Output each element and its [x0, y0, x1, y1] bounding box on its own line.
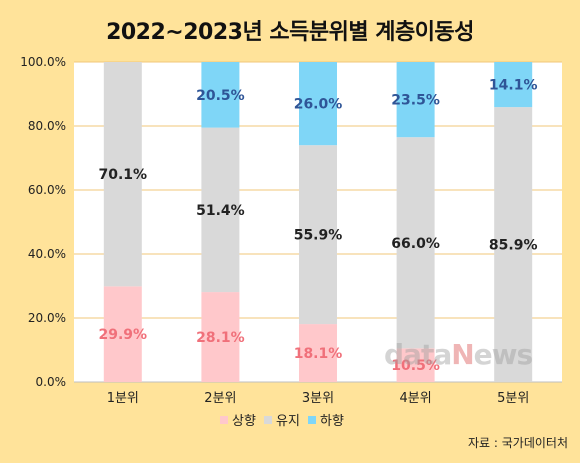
- source-note: 자료 : 국가데이터처: [468, 436, 568, 450]
- data-label: 66.0%: [391, 236, 440, 252]
- legend-label: 상향: [232, 414, 256, 429]
- bar-segment: [201, 292, 240, 382]
- legend-label: 유지: [276, 414, 300, 429]
- data-label: 20.5%: [196, 88, 245, 104]
- bar-segment: [299, 145, 337, 325]
- watermark-logo: dataNews: [384, 338, 533, 371]
- bar-segment: [201, 62, 240, 128]
- data-label: 14.1%: [489, 78, 538, 94]
- data-label: 28.1%: [196, 330, 245, 346]
- bar-segment: [396, 62, 435, 138]
- data-label: 29.9%: [99, 327, 148, 343]
- data-label: 51.4%: [196, 203, 245, 219]
- x-tick-label: 3분위: [302, 391, 334, 406]
- data-label: 85.9%: [489, 238, 538, 254]
- x-tick-label: 5분위: [497, 391, 529, 406]
- data-label: 55.9%: [294, 228, 343, 244]
- legend-swatch: [264, 416, 272, 424]
- bar-segment: [299, 62, 337, 146]
- bar-segment: [396, 137, 435, 349]
- legend-swatch: [220, 416, 228, 424]
- x-tick-label: 2분위: [204, 391, 236, 406]
- bar-segment: [103, 62, 142, 287]
- x-tick-label: 1분위: [107, 391, 139, 406]
- chart-title: 2022~2023년 소득분위별 계층이동성: [106, 20, 474, 45]
- data-label: 23.5%: [391, 93, 440, 109]
- data-label: 10.5%: [391, 358, 440, 374]
- bar-segment: [299, 324, 337, 382]
- bar-segment: [103, 286, 142, 382]
- legend-label: 하향: [320, 414, 344, 429]
- x-tick-label: 4분위: [399, 391, 431, 406]
- data-label: 26.0%: [294, 97, 343, 113]
- bar-segment: [494, 62, 533, 108]
- bar-segment: [201, 127, 240, 293]
- y-tick-label: 0.0%: [36, 375, 67, 389]
- legend-swatch: [308, 416, 316, 424]
- y-tick-label: 40.0%: [28, 247, 66, 261]
- y-tick-label: 80.0%: [28, 119, 66, 133]
- y-tick-label: 100.0%: [20, 55, 66, 69]
- bar-segment: [494, 107, 533, 383]
- y-tick-label: 60.0%: [28, 183, 66, 197]
- data-label: 70.1%: [99, 167, 148, 183]
- data-label: 18.1%: [294, 346, 343, 362]
- y-tick-label: 20.0%: [28, 311, 66, 325]
- bar-segment: [396, 348, 435, 382]
